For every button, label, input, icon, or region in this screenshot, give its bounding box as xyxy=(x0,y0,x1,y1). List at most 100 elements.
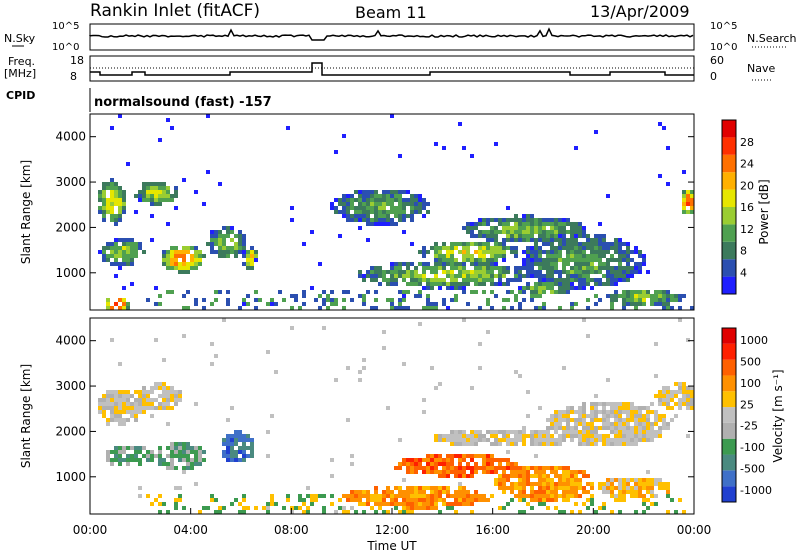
heatmap-cell xyxy=(210,246,214,250)
heatmap-cell xyxy=(658,478,662,482)
heatmap-cell xyxy=(446,434,450,438)
heatmap-cell xyxy=(546,430,550,434)
heatmap-cell xyxy=(534,258,538,262)
heatmap-cell xyxy=(146,454,150,458)
heatmap-cell xyxy=(126,238,130,242)
heatmap-cell xyxy=(438,434,442,438)
heatmap-cell xyxy=(418,198,422,202)
heatmap-cell xyxy=(398,218,402,222)
heatmap-cell xyxy=(646,270,650,274)
heatmap-cell xyxy=(102,182,106,186)
heatmap-cell xyxy=(254,250,258,254)
heatmap-cell xyxy=(418,282,422,286)
heatmap-cell xyxy=(606,242,610,246)
heatmap-cell xyxy=(178,266,182,270)
heatmap-cell xyxy=(106,254,110,258)
heatmap-cell xyxy=(514,274,518,278)
heatmap-cell xyxy=(166,194,170,198)
heatmap-cell xyxy=(466,274,470,278)
heatmap-cell xyxy=(470,290,474,294)
heatmap-cell xyxy=(350,202,354,206)
heatmap-cell xyxy=(102,190,106,194)
heatmap-cell xyxy=(410,262,414,266)
heatmap-cell xyxy=(642,438,646,442)
heatmap-cell xyxy=(330,458,334,462)
heatmap-cell xyxy=(106,406,110,410)
heatmap-cell xyxy=(114,186,118,190)
heatmap-cell xyxy=(542,498,546,502)
heatmap-cell xyxy=(666,306,670,310)
heatmap-cell xyxy=(618,430,622,434)
heatmap-cell xyxy=(414,498,418,502)
heatmap-cell xyxy=(558,250,562,254)
heatmap-cell xyxy=(454,442,458,446)
heatmap-cell xyxy=(182,266,186,270)
heatmap-cell xyxy=(154,182,158,186)
heatmap-cell xyxy=(506,278,510,282)
heatmap-cell xyxy=(582,442,586,446)
heatmap-cell xyxy=(690,398,694,402)
heatmap-cell xyxy=(342,298,346,302)
heatmap-cell xyxy=(382,510,386,514)
heatmap-cell xyxy=(214,238,218,242)
heatmap-cell xyxy=(110,410,114,414)
heatmap-cell xyxy=(130,258,134,262)
heatmap-cell xyxy=(474,222,478,226)
heatmap-cell xyxy=(498,254,502,258)
heatmap-cell xyxy=(434,302,438,306)
heatmap-cell xyxy=(334,206,338,210)
heatmap-cell xyxy=(470,222,474,226)
heatmap-cell xyxy=(666,482,670,486)
heatmap-cell xyxy=(622,442,626,446)
heatmap-cell xyxy=(434,470,438,474)
heatmap-cell xyxy=(382,494,386,498)
heatmap-cell xyxy=(234,250,238,254)
heatmap-cell xyxy=(486,302,490,306)
heatmap-cell xyxy=(362,278,366,282)
heatmap-cell xyxy=(378,222,382,226)
heatmap-cell xyxy=(518,302,522,306)
heatmap-cell xyxy=(658,294,662,298)
heatmap-cell xyxy=(370,278,374,282)
heatmap-cell xyxy=(270,498,274,502)
heatmap-cell xyxy=(662,482,666,486)
heatmap-cell xyxy=(638,410,642,414)
heatmap-cell xyxy=(122,206,126,210)
heatmap-cell xyxy=(490,306,494,310)
heatmap-cell xyxy=(550,250,554,254)
heatmap-cell xyxy=(634,434,638,438)
heatmap-cell xyxy=(150,238,154,242)
heatmap-cell xyxy=(566,466,570,470)
heatmap-cell xyxy=(138,450,142,454)
heatmap-cell xyxy=(146,450,150,454)
heatmap-cell xyxy=(214,290,218,294)
heatmap-cell xyxy=(414,490,418,494)
heatmap-cell xyxy=(578,482,582,486)
heatmap-cell xyxy=(394,270,398,274)
heatmap-cell xyxy=(142,390,146,394)
heatmap-cell xyxy=(130,454,134,458)
heatmap-cell xyxy=(414,274,418,278)
heatmap-cell xyxy=(594,242,598,246)
heatmap-cell xyxy=(526,482,530,486)
heatmap-cell xyxy=(130,414,134,418)
heatmap-cell xyxy=(606,274,610,278)
heatmap-cell xyxy=(162,358,166,362)
heatmap-cell xyxy=(630,270,634,274)
heatmap-cell xyxy=(546,242,550,246)
heatmap-cell xyxy=(426,266,430,270)
heatmap-cell xyxy=(606,410,610,414)
heatmap-cell xyxy=(562,438,566,442)
heatmap-cell xyxy=(98,194,102,198)
heatmap-cell xyxy=(506,222,510,226)
heatmap-cell xyxy=(538,498,542,502)
heatmap-cell xyxy=(182,466,186,470)
heatmap-cell xyxy=(510,238,514,242)
heatmap-cell xyxy=(562,414,566,418)
heatmap-cell xyxy=(622,306,626,310)
heatmap-cell xyxy=(142,250,146,254)
heatmap-cell xyxy=(642,486,646,490)
heatmap-cell xyxy=(454,494,458,498)
colorbar-tick-label: 12 xyxy=(740,223,754,236)
heatmap-cell xyxy=(626,418,630,422)
